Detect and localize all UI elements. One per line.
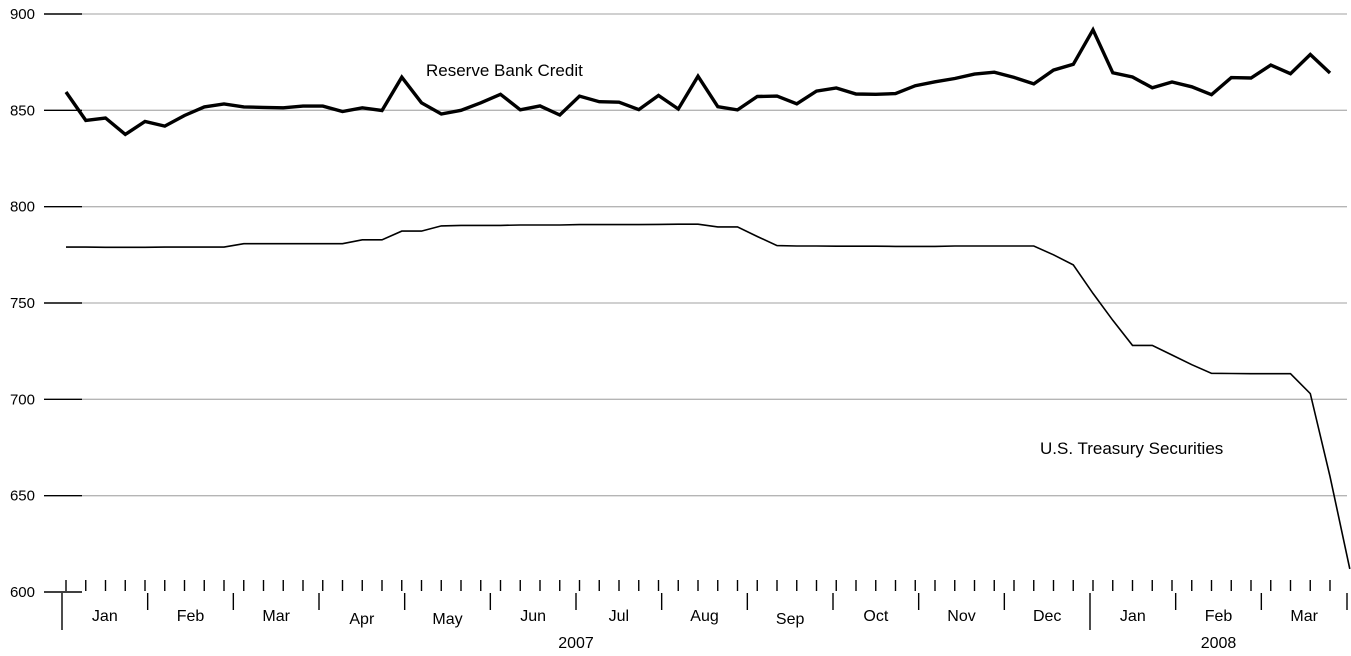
series-line-reserve-bank-credit (64, 26, 1332, 137)
x-month-label: Mar (1290, 608, 1318, 625)
y-tick-label: 650 (10, 488, 35, 505)
series-labels: Reserve Bank Credit U.S. Treasury Securit… (426, 61, 1223, 458)
x-month-label: Apr (349, 611, 375, 628)
x-month-label: Sep (776, 611, 805, 628)
y-tick-label: 850 (10, 102, 35, 119)
y-tick-label: 750 (10, 295, 35, 312)
us-treasury-securities-label: U.S. Treasury Securities (1040, 439, 1223, 458)
x-year-label: 2008 (1201, 635, 1237, 652)
x-month-label: Jan (92, 608, 118, 625)
x-month-label: Aug (690, 608, 718, 625)
x-month-label: Oct (863, 608, 888, 625)
x-month-label: Jul (609, 608, 629, 625)
x-month-label: Jan (1120, 608, 1146, 625)
y-axis: 600 650 700 750 800 850 900 (10, 6, 82, 601)
x-month-label: May (432, 611, 462, 628)
x-month-label: Nov (947, 608, 975, 625)
y-tick-label: 600 (10, 584, 35, 601)
x-year-label: 2007 (558, 635, 594, 652)
gridlines (82, 13, 1347, 497)
x-month-label: Jun (520, 608, 546, 625)
series-lines (64, 26, 1351, 570)
y-tick-label: 700 (10, 391, 35, 408)
series-line-us-treasury-securities (66, 223, 1351, 570)
x-month-label: Feb (1205, 608, 1233, 625)
x-month-label: Dec (1033, 608, 1061, 625)
y-tick-label: 800 (10, 199, 35, 216)
y-tick-label: 900 (10, 6, 35, 23)
x-month-label: Mar (262, 608, 290, 625)
x-month-label: Feb (177, 608, 205, 625)
x-axis: Jan Feb Mar Apr May Jun Jul Aug Sep Oct Nov Dec Jan F… (61, 580, 1348, 652)
reserve-bank-credit-label: Reserve Bank Credit (426, 61, 583, 80)
